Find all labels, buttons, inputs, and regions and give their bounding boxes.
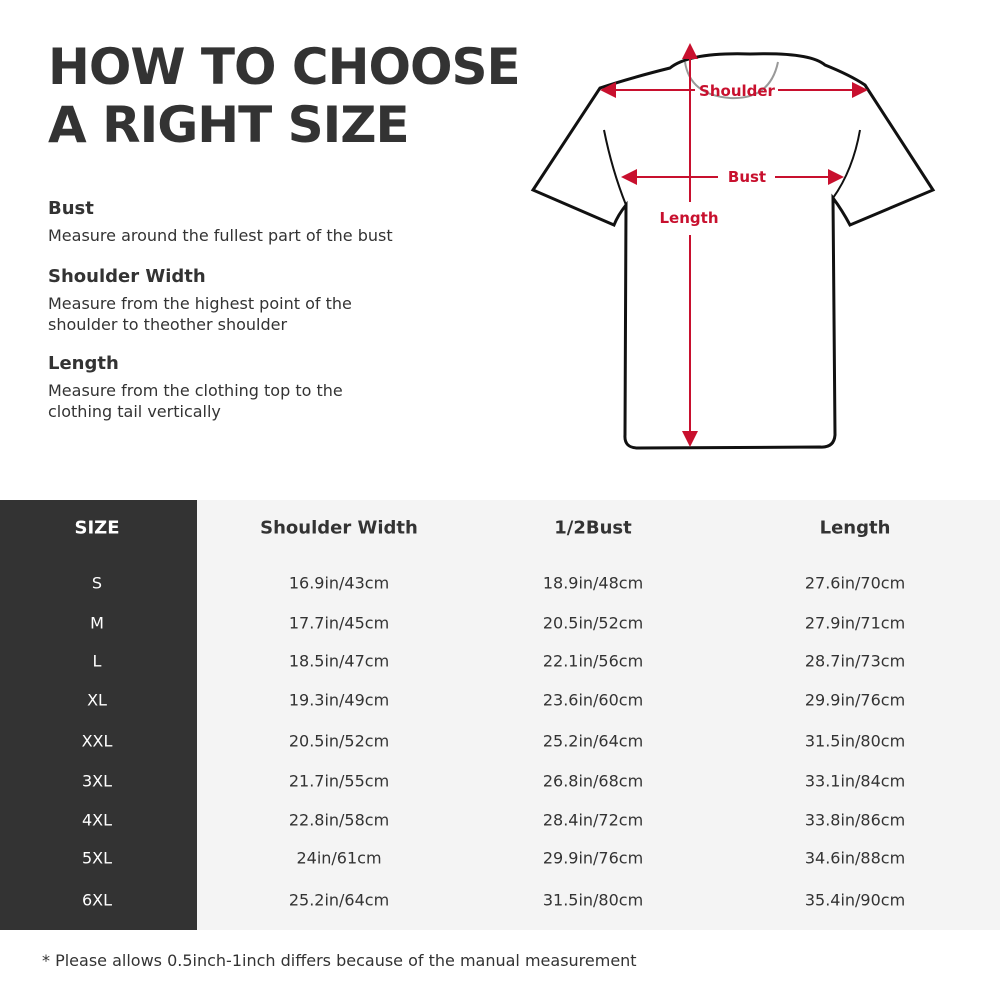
definition-shoulder-width: Shoulder Width Measure from the highest … [48,266,352,335]
table-cell: 31.5in/80cm [542,890,644,910]
shoulder-label: Shoulder [699,82,776,100]
size-label: 3XL [81,771,113,791]
header-half-bust: 1/2Bust [554,517,632,539]
definition-term: Length [48,353,119,374]
definition-desc: clothing tail vertically [48,402,221,421]
size-label: 4XL [81,810,113,830]
table-cell: 18.9in/48cm [542,573,644,593]
size-column [0,500,197,930]
table-cell: 28.7in/73cm [804,651,906,671]
table-cell: 33.8in/86cm [804,810,906,830]
definition-term: Shoulder Width [48,266,206,287]
table-cell: 19.3in/49cm [288,690,390,710]
bust-label: Bust [728,168,766,186]
table-cell: 20.5in/52cm [542,613,644,633]
size-label: 6XL [81,890,113,910]
length-label: Length [660,209,719,227]
header-shoulder-width: Shoulder Width [260,517,418,539]
table-cell: 34.6in/88cm [804,848,906,868]
table-cell: 21.7in/55cm [288,771,390,791]
definition-term: Bust [48,198,94,219]
size-label: L [92,651,102,671]
definition-length: Length Measure from the clothing top to … [48,353,343,422]
definition-desc: Measure from the highest point of the [48,294,352,313]
size-label: M [90,613,104,633]
table-cell: 23.6in/60cm [542,690,644,710]
size-label: XL [87,690,107,710]
table-cell: 20.5in/52cm [288,731,390,751]
table-cell: 22.1in/56cm [542,651,644,671]
table-cell: 33.1in/84cm [804,771,906,791]
table-cell: 16.9in/43cm [288,573,390,593]
table-cell: 26.8in/68cm [542,771,644,791]
table-cell: 25.2in/64cm [288,890,390,910]
title-line-1: HOW TO CHOOSE [48,38,521,96]
table-cell: 25.2in/64cm [542,731,644,751]
definition-desc: Measure around the fullest part of the b… [48,226,393,245]
header-length: Length [819,517,891,539]
definition-bust: Bust Measure around the fullest part of … [48,198,393,246]
page-title: HOW TO CHOOSE A RIGHT SIZE [48,38,521,154]
title-line-2: A RIGHT SIZE [48,96,410,154]
size-table: SIZE Shoulder Width 1/2Bust Length S 16.9in/4… [0,500,1000,930]
size-label: S [91,573,103,593]
collar [684,61,779,100]
table-cell: 29.9in/76cm [542,848,644,868]
table-cell: 29.9in/76cm [804,690,906,710]
size-label: 5XL [81,848,113,868]
table-cell: 18.5in/47cm [288,651,390,671]
size-label: XXL [81,731,113,751]
definition-desc: shoulder to theother shoulder [48,315,288,334]
table-cell: 17.7in/45cm [288,613,390,633]
tshirt-outline [530,52,936,450]
table-cell: 35.4in/90cm [804,890,906,910]
armhole-lines [603,129,861,206]
header-size: SIZE [74,517,120,539]
table-cell: 28.4in/72cm [542,810,644,830]
table-cell: 31.5in/80cm [804,731,906,751]
table-cell: 22.8in/58cm [288,810,390,830]
tshirt-diagram: Shoulder Bust Length [530,43,936,450]
definition-desc: Measure from the clothing top to the [48,381,343,400]
measurement-note: * Please allows 0.5inch-1inch differs be… [42,951,637,970]
table-cell: 27.9in/71cm [804,613,906,633]
table-cell: 24in/61cm [296,848,382,868]
table-cell: 27.6in/70cm [804,573,906,593]
